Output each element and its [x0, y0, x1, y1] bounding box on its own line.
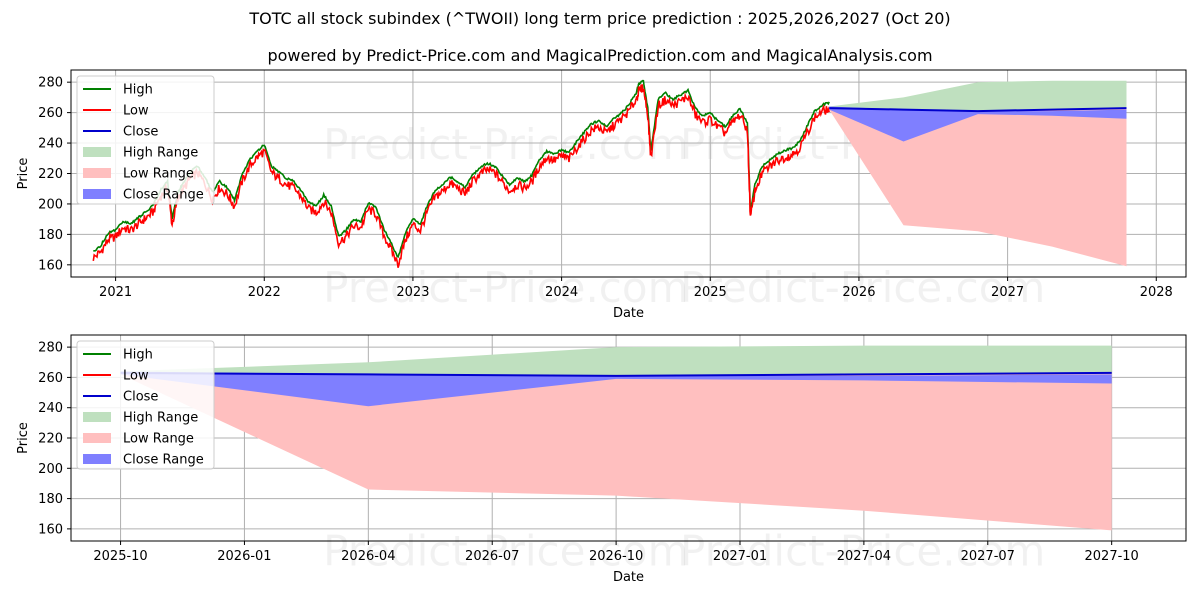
y-tick-label: 220: [38, 432, 63, 447]
x-tick-label: 2028: [1140, 285, 1173, 300]
x-tick-label: 2025-10: [93, 549, 147, 564]
x-tick-label: 2027: [991, 285, 1024, 300]
chart-subtitle: powered by Predict-Price.com and Magical…: [267, 46, 933, 65]
legend-low-label: Low: [123, 104, 149, 119]
panel-bottom: Predict-Price.comPredict-Price.comPredic…: [16, 334, 1187, 585]
legend-close-range-swatch: [83, 189, 111, 199]
legend-close-range-label: Close Range: [123, 453, 204, 468]
x-tick-label: 2024: [545, 285, 578, 300]
legend-close-range-swatch: [83, 454, 111, 464]
close-range-area: [829, 106, 1127, 142]
close-series-line: [829, 107, 1127, 113]
x-tick-label: 2027-07: [961, 549, 1015, 564]
y-tick-label: 160: [38, 522, 63, 537]
legend: High Low Close High Range Low Range Close Ran…: [76, 75, 215, 205]
y-tick-label: 200: [38, 197, 63, 212]
y-axis-label: Price: [16, 422, 31, 454]
x-tick-label: 2025: [694, 285, 727, 300]
legend-close-label: Close: [123, 390, 158, 405]
legend-high-range-swatch: [83, 147, 111, 157]
axes-frame: [70, 69, 1187, 278]
y-tick-label: 260: [38, 106, 63, 121]
legend-low-label: Low: [123, 369, 149, 384]
watermark-text: Predict-Price.com: [323, 527, 688, 576]
legend-low-range-label: Low Range: [123, 432, 194, 447]
legend: High Low Close High Range Low Range Close Ran…: [76, 340, 215, 470]
x-tick-label: 2026-04: [341, 549, 395, 564]
axes-frame: [70, 334, 1187, 542]
x-tick-label: 2027-04: [837, 549, 891, 564]
legend-high-range-label: High Range: [123, 411, 198, 426]
legend-box: [76, 75, 215, 205]
x-tick-label: 2027-01: [713, 549, 767, 564]
x-tick-label: 2026-07: [465, 549, 519, 564]
x-tick-label: 2021: [99, 285, 132, 300]
legend-close-range-label: Close Range: [123, 188, 204, 203]
watermark-text: Predict-Price.com: [680, 263, 1045, 312]
x-tick-label: 2023: [396, 285, 429, 300]
legend-high-range-label: High Range: [123, 146, 198, 161]
high-range-area: [829, 80, 1127, 112]
y-tick-label: 200: [38, 462, 63, 477]
x-tick-label: 2026: [842, 285, 875, 300]
legend-low-range-swatch: [83, 433, 111, 443]
chart-title: TOTC all stock subindex (^TWOII) long te…: [249, 9, 951, 28]
x-axis-label: Date: [613, 306, 644, 321]
x-tick-label: 2027-10: [1085, 549, 1139, 564]
y-tick-label: 280: [38, 76, 63, 91]
y-tick-label: 280: [38, 341, 63, 356]
x-tick-label: 2022: [248, 285, 281, 300]
y-tick-label: 240: [38, 401, 63, 416]
close-series-line: [120, 371, 1112, 377]
legend-low-range-label: Low Range: [123, 167, 194, 182]
legend-high-label: High: [123, 83, 153, 98]
watermark-text: Predict-Price.com: [680, 527, 1045, 576]
y-tick-label: 160: [38, 258, 63, 273]
y-tick-label: 220: [38, 167, 63, 182]
low-range-area: [120, 372, 1112, 531]
y-tick-label: 260: [38, 371, 63, 386]
y-tick-label: 180: [38, 492, 63, 507]
plot-area: [92, 79, 1127, 268]
y-tick-label: 240: [38, 137, 63, 152]
close-range-area: [120, 371, 1112, 407]
legend-high-label: High: [123, 348, 153, 363]
panel-top: Predict-Price.comPredict-Price.comPredic…: [16, 69, 1187, 321]
plot-area: [120, 345, 1112, 531]
y-tick-label: 180: [38, 228, 63, 243]
y-axis-label: Price: [16, 158, 31, 190]
legend-high-range-swatch: [83, 412, 111, 422]
high-range-area: [120, 345, 1112, 376]
legend-box: [76, 340, 215, 470]
watermark-text: Predict-Price.com: [323, 120, 688, 169]
low-range-area: [829, 108, 1127, 267]
legend-close-label: Close: [123, 125, 158, 140]
watermark-text: Predict-Price.com: [323, 263, 688, 312]
x-tick-label: 2026-10: [589, 549, 643, 564]
x-axis-label: Date: [613, 570, 644, 585]
x-tick-label: 2026-01: [217, 549, 271, 564]
legend-low-range-swatch: [83, 168, 111, 178]
